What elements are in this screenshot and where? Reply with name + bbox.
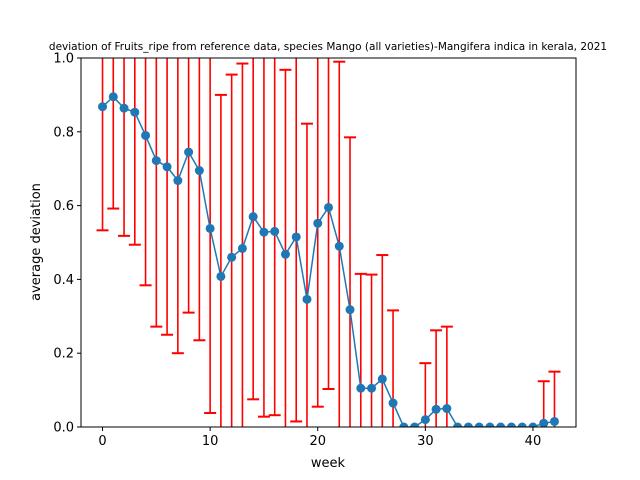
data-point	[485, 422, 495, 427]
data-point	[539, 418, 549, 427]
y-axis-label: average deviation	[29, 183, 44, 301]
data-point	[162, 162, 172, 172]
data-point	[324, 202, 333, 212]
data-point	[496, 422, 506, 427]
data-point	[345, 305, 355, 315]
data-point	[506, 422, 516, 427]
data-point	[367, 383, 377, 393]
data-point	[431, 404, 441, 414]
x-tick-label: 30	[417, 434, 434, 449]
chart-title: deviation of Fruits_ripe from reference …	[49, 41, 607, 53]
data-point	[151, 156, 161, 166]
y-tick-label: 1.0	[53, 52, 74, 67]
x-tick-label: 20	[309, 434, 326, 449]
x-tick-label: 0	[98, 434, 106, 449]
data-point	[259, 227, 269, 237]
x-axis-label: week	[311, 456, 346, 471]
x-axis: 0 10 20 30 40	[98, 427, 541, 449]
data-point	[388, 398, 398, 408]
data-point	[549, 416, 559, 426]
data-point	[108, 92, 118, 102]
series-line-group	[98, 92, 559, 427]
data-point	[377, 374, 387, 384]
data-point	[173, 176, 183, 186]
data-point	[528, 422, 538, 427]
y-tick-label: 0.6	[53, 199, 74, 214]
data-point	[410, 422, 420, 427]
data-point	[302, 294, 312, 304]
x-tick-label: 40	[525, 434, 542, 449]
data-point	[141, 130, 151, 140]
data-point	[291, 232, 301, 242]
y-tick-label: 0.8	[53, 125, 74, 140]
y-tick-label: 0.0	[53, 421, 74, 436]
data-point	[420, 415, 430, 425]
data-point	[237, 243, 247, 253]
x-tick-label: 10	[202, 434, 219, 449]
data-point	[248, 212, 258, 222]
y-tick-label: 0.2	[53, 347, 74, 362]
data-point	[356, 383, 366, 393]
error-bars	[96, 58, 561, 427]
data-point	[227, 252, 237, 262]
data-point	[463, 422, 473, 427]
data-point	[313, 218, 323, 228]
plot-frame	[80, 57, 577, 428]
data-point	[205, 223, 215, 233]
y-tick-label: 0.4	[53, 273, 74, 288]
data-point	[98, 102, 108, 112]
data-point	[280, 249, 290, 259]
data-point	[270, 226, 280, 236]
data-point	[194, 166, 204, 176]
data-point	[130, 107, 140, 117]
y-axis: 0.0 0.2 0.4 0.6 0.8 1.0	[53, 52, 81, 436]
data-point	[184, 147, 194, 157]
data-point	[334, 241, 344, 251]
data-point	[119, 103, 129, 113]
data-point	[453, 422, 463, 427]
data-point	[517, 422, 527, 427]
data-point	[474, 422, 484, 427]
data-point	[442, 404, 452, 414]
data-point	[216, 271, 226, 281]
data-point	[399, 422, 409, 427]
